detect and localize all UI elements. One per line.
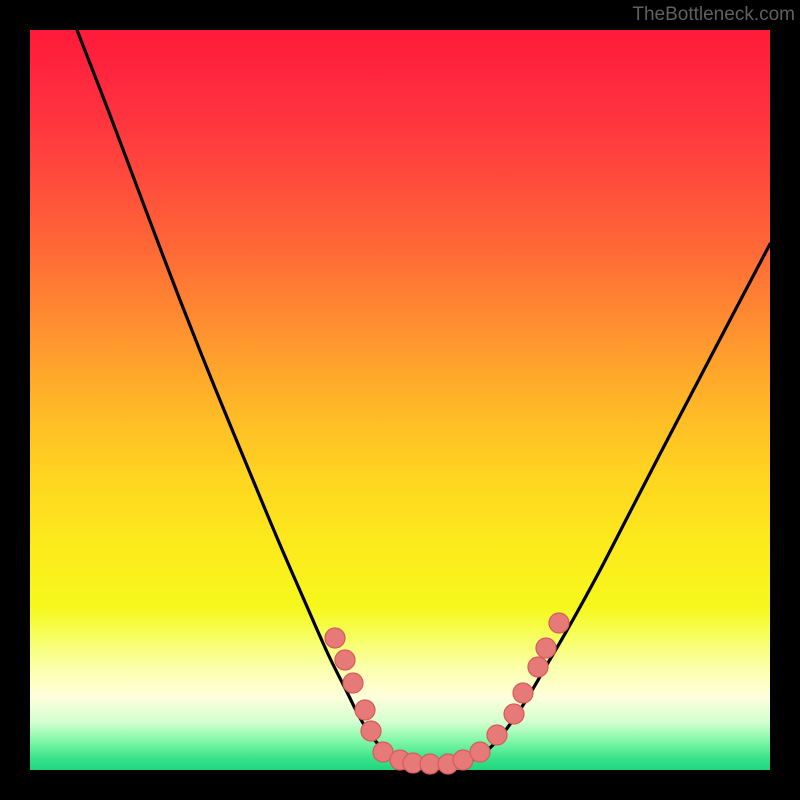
data-marker xyxy=(504,704,524,724)
data-marker xyxy=(470,742,490,762)
data-marker xyxy=(528,657,548,677)
data-marker xyxy=(536,638,556,658)
data-marker xyxy=(361,721,381,741)
data-marker xyxy=(335,650,355,670)
chart-frame: TheBottleneck.com xyxy=(0,0,800,800)
data-marker xyxy=(325,628,345,648)
data-marker xyxy=(549,613,569,633)
plot-background xyxy=(30,30,770,770)
data-marker xyxy=(343,673,363,693)
plot-area xyxy=(0,0,800,800)
bottleneck-curve-chart xyxy=(0,0,800,800)
data-marker xyxy=(487,725,507,745)
data-marker xyxy=(420,754,440,774)
data-marker xyxy=(355,700,375,720)
data-marker xyxy=(513,683,533,703)
